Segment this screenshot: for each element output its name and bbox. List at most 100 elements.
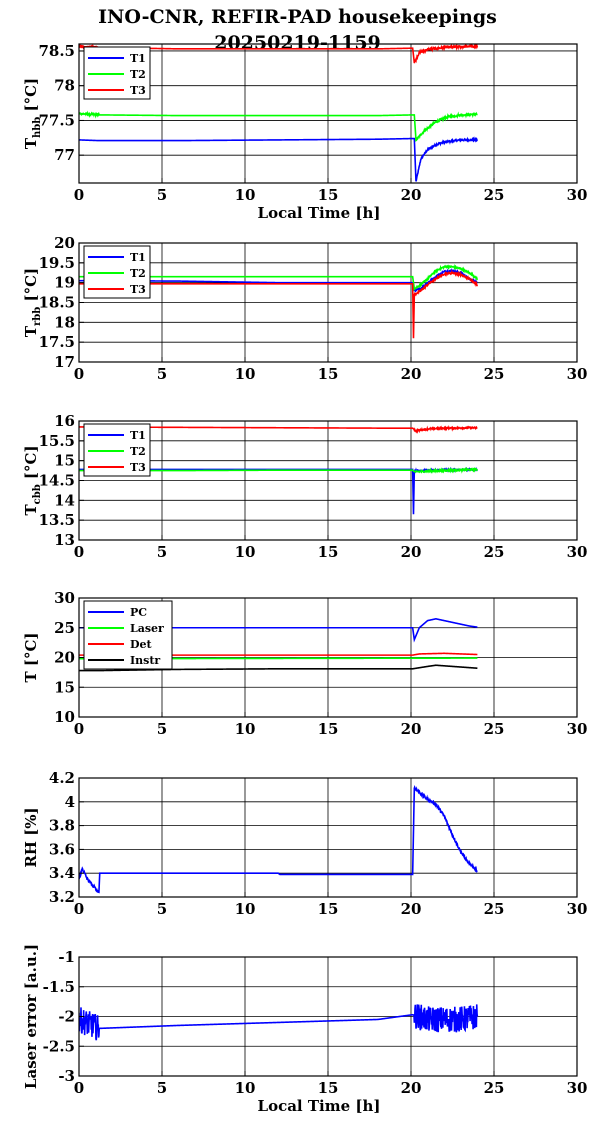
y-tick-label: 3.6 [49,840,75,858]
y-tick-label: 3.8 [49,817,75,835]
x-tick-label: 25 [484,1079,505,1097]
x-tick-label: 10 [235,186,256,204]
legend-label: T2 [130,267,146,280]
x-tick-label: 5 [157,1079,167,1097]
x-tick-label: 10 [235,1079,256,1097]
y-tick-label: 18.5 [38,294,75,312]
chart-title-line-1: INO-CNR, REFIR-PAD housekeepings [98,6,497,28]
y-tick-label: 3.2 [49,888,75,906]
x-tick-label: 5 [157,186,167,204]
x-tick-label: 15 [318,720,339,738]
y-tick-label: 15.5 [38,432,75,450]
x-tick-label: 30 [567,720,588,738]
x-tick-label: 25 [484,720,505,738]
y-tick-label: -1 [58,948,75,966]
chart-panel-4: 0 5 10 15 20 25 30 10 15 20 25 30 T [°C] PC Laser Det In… [22,589,587,738]
y-axis-label: Laser error [a.u.] [22,944,40,1089]
y-tick-label: 19.5 [38,254,75,272]
chart-panel-6: 0 5 10 15 20 25 30 -3 -2.5 -2 -1.5 -1 Local Time [h]… [22,944,587,1115]
series-line-data [79,1004,479,1041]
legend-label: Instr [130,654,160,667]
y-tick-label: -1.5 [43,978,75,996]
y-tick-label: 20 [54,649,75,667]
legend-label: T1 [130,429,146,442]
y-tick-label: -2.5 [43,1037,75,1055]
x-tick-label: 20 [401,543,422,561]
y-tick-label: 10 [54,708,75,726]
x-tick-label: 0 [74,186,84,204]
y-tick-label: 17.5 [38,333,75,351]
x-tick-label: 15 [318,186,339,204]
y-tick-label: 77 [54,146,75,164]
x-tick-label: 20 [401,365,422,383]
x-tick-label: 30 [567,365,588,383]
x-tick-label: 25 [484,900,505,918]
series-line-data [79,785,478,894]
x-tick-label: 10 [235,543,256,561]
legend-label: PC [130,606,147,619]
y-axis-label: RH [%] [22,807,40,867]
y-tick-label: 15 [54,452,75,470]
chart-panel-5: 0 5 10 15 20 25 30 3.2 3.4 3.6 3.8 4 4.2 RH [%] [22,769,587,918]
chart-panel-1: 0 5 10 15 20 25 30 77 77.5 78 78.5 Local Time [h] Th… [22,42,587,222]
y-tick-label: -2 [58,1008,75,1026]
legend-label: T2 [130,68,146,81]
y-axis-label: Thbb [°C] [22,78,43,149]
x-axis-label: Local Time [h] [258,204,381,222]
x-tick-label: 25 [484,365,505,383]
x-tick-label: 30 [567,1079,588,1097]
x-tick-label: 10 [235,720,256,738]
y-tick-label: 13.5 [38,511,75,529]
series-line-t1 [79,136,478,182]
legend: T1 T2 T3 [83,46,151,100]
x-tick-label: 20 [401,900,422,918]
x-tick-label: 30 [567,900,588,918]
x-tick-label: 5 [157,365,167,383]
y-tick-label: 4 [65,793,75,811]
x-tick-label: 15 [318,543,339,561]
x-tick-label: 5 [157,720,167,738]
legend: PC Laser Det Instr [83,600,173,670]
x-tick-label: 20 [401,186,422,204]
y-tick-label: 14 [54,491,75,509]
x-axis-label: Local Time [h] [258,1097,381,1115]
y-tick-label: 4.2 [49,769,75,787]
x-tick-label: 15 [318,1079,339,1097]
legend-label: T3 [130,283,146,296]
x-tick-label: 20 [401,1079,422,1097]
x-tick-label: 15 [318,365,339,383]
x-tick-label: 25 [484,186,505,204]
y-tick-label: 16 [54,412,75,430]
x-tick-label: 0 [74,543,84,561]
y-axis-label: Trbb [°C] [22,268,43,337]
y-tick-label: 78.5 [38,42,75,60]
y-tick-label: 18 [54,313,75,331]
y-tick-label: 19 [54,274,75,292]
legend-label: Laser [130,622,164,635]
x-tick-label: 0 [74,365,84,383]
x-tick-label: 30 [567,186,588,204]
legend-label: Det [130,638,153,651]
y-tick-label: 25 [54,619,75,637]
x-tick-label: 0 [74,720,84,738]
y-tick-label: 78 [54,77,75,95]
y-tick-label: 14.5 [38,472,75,490]
legend-label: T1 [130,251,146,264]
legend-label: T3 [130,84,146,97]
legend: T1 T2 T3 [83,245,151,299]
y-tick-label: -3 [58,1067,75,1085]
y-axis-label: Tcbb [°C] [22,445,43,515]
legend-label: T1 [130,52,146,65]
y-tick-label: 30 [54,589,75,607]
series-line-t2 [79,110,478,142]
y-tick-label: 20 [54,234,75,252]
y-tick-label: 15 [54,678,75,696]
x-tick-label: 5 [157,543,167,561]
y-axis-label: T [°C] [22,632,40,682]
x-tick-label: 15 [318,900,339,918]
x-tick-label: 5 [157,900,167,918]
x-tick-label: 10 [235,900,256,918]
y-tick-label: 3.4 [49,864,75,882]
legend-label: T3 [130,461,146,474]
